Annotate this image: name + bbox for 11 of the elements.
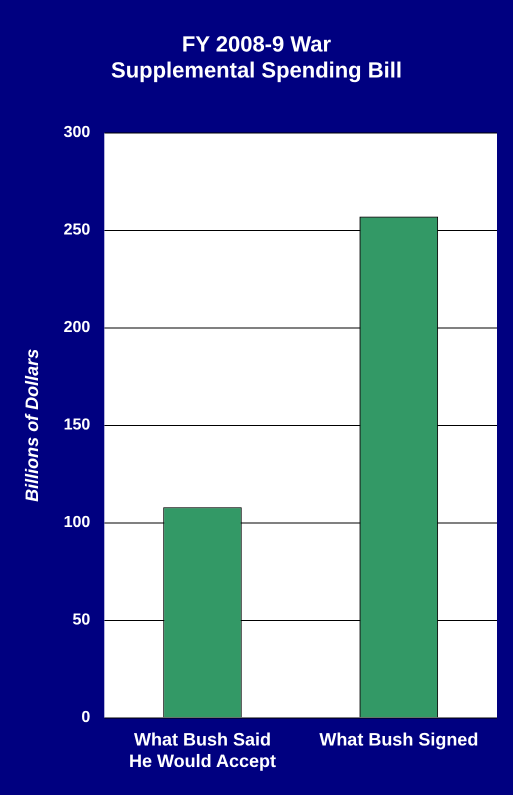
- x-tick-label: What Bush Said He Would Accept: [128, 730, 276, 772]
- y-tick-label: 100: [64, 514, 90, 532]
- y-tick-label: 200: [64, 319, 90, 336]
- y-tick-label: 50: [72, 612, 90, 629]
- chart-title: FY 2008-9 War Supplemental Spending Bill: [111, 31, 402, 83]
- x-tick-label: What Bush Signed: [319, 730, 478, 750]
- y-tick-label: 150: [64, 416, 90, 434]
- y-tick-label: 0: [81, 709, 90, 726]
- y-tick-label: 250: [64, 222, 90, 239]
- y-axis-title: Billions of Dollars: [22, 348, 42, 502]
- y-tick-label: 300: [64, 124, 90, 142]
